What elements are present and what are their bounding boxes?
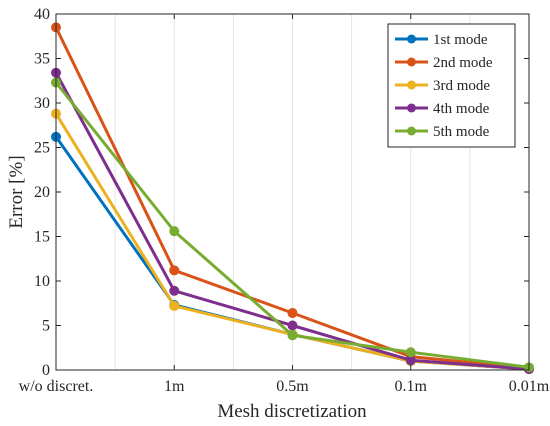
grid-lines bbox=[114, 14, 471, 370]
data-point bbox=[169, 226, 180, 237]
y-tick-label: 15 bbox=[34, 229, 50, 246]
x-tick-label: 0.5m bbox=[276, 378, 309, 395]
x-tick-label: 0.01m bbox=[509, 378, 550, 395]
x-tick-label: 0.1m bbox=[395, 378, 428, 395]
y-tick-label: 5 bbox=[42, 318, 50, 335]
legend-item: 2nd mode bbox=[395, 55, 493, 71]
legend: 1st mode 2nd mode 3rd mode 4th mode 5th mode bbox=[387, 23, 516, 148]
data-point bbox=[169, 285, 180, 296]
data-point bbox=[169, 265, 180, 276]
y-tick-label: 30 bbox=[34, 95, 50, 112]
axis-ticks: 0 5 10 15 20 25 30 35 40 w/o discret. 1m 0.5m 0.1m 0.… bbox=[19, 6, 550, 395]
legend-swatch-marker bbox=[407, 103, 416, 113]
legend-swatch-marker bbox=[407, 57, 416, 67]
y-tick-label: 40 bbox=[34, 6, 50, 23]
y-tick-label: 20 bbox=[34, 184, 50, 201]
data-point bbox=[287, 320, 298, 331]
y-tick-label: 35 bbox=[34, 51, 50, 68]
x-axis-label: Mesh discretization bbox=[217, 401, 367, 422]
y-tick-label: 25 bbox=[34, 140, 50, 157]
legend-label: 3rd mode bbox=[433, 78, 490, 94]
legend-item: 5th mode bbox=[395, 124, 490, 140]
y-tick-label: 0 bbox=[42, 362, 50, 379]
legend-swatch-marker bbox=[407, 126, 416, 136]
legend-item: 4th mode bbox=[395, 101, 490, 117]
legend-label: 1st mode bbox=[433, 32, 488, 48]
legend-label: 4th mode bbox=[433, 101, 490, 117]
legend-item: 1st mode bbox=[395, 32, 488, 48]
data-point bbox=[169, 300, 180, 311]
x-tick-label: 1m bbox=[164, 378, 185, 395]
legend-swatch-marker bbox=[407, 34, 416, 44]
x-tick-label: w/o discret. bbox=[19, 378, 94, 395]
data-point bbox=[405, 347, 416, 358]
data-point bbox=[287, 308, 298, 319]
y-axis-label: Error [%] bbox=[6, 155, 27, 228]
y-tick-label: 10 bbox=[34, 273, 50, 290]
legend-label: 5th mode bbox=[433, 124, 490, 140]
legend-swatch-marker bbox=[407, 80, 416, 90]
data-point bbox=[287, 330, 298, 341]
legend-item: 3rd mode bbox=[395, 78, 490, 94]
legend-label: 2nd mode bbox=[433, 55, 493, 71]
